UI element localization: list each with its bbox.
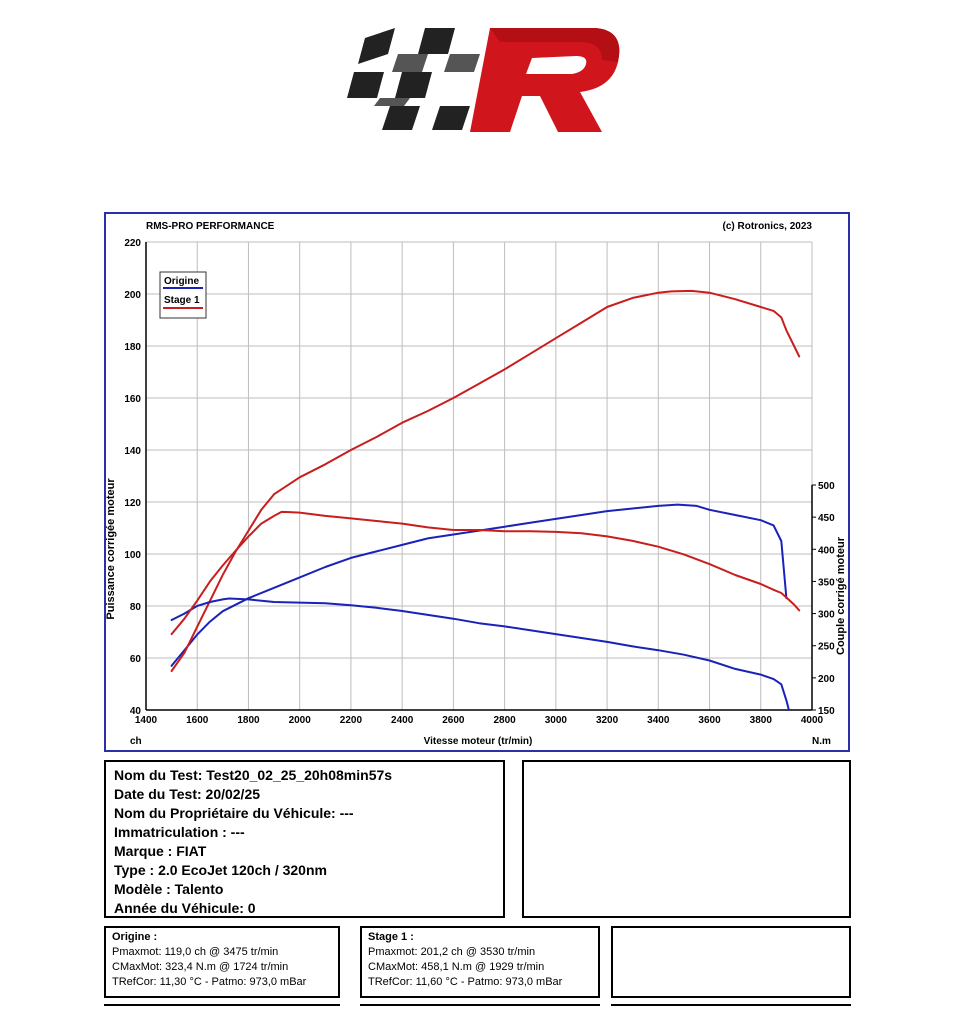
stage1-power-curve [170, 289, 801, 672]
y-left-tick-label: 220 [124, 238, 141, 249]
x-tick-label: 3600 [698, 715, 721, 726]
x-tick-label: 1600 [186, 715, 209, 726]
summary-origine-tref: TRefCor: 11,30 °C - Patmo: 973,0 mBar [112, 976, 307, 988]
vehicle-year: Année du Véhicule: 0 [114, 900, 256, 916]
test-info-panel: Nom du Test: Test20_02_25_20h08min57s Da… [104, 760, 505, 918]
unit-left: ch [130, 736, 142, 747]
footer-rule-2 [360, 1004, 600, 1006]
x-tick-label: 3200 [596, 715, 619, 726]
summary-stage1-tref: TRefCor: 11,60 °C - Patmo: 973,0 mBar [368, 976, 563, 988]
x-axis-label: Vitesse moteur (tr/min) [424, 736, 533, 747]
y-left-tick-label: 140 [124, 446, 141, 457]
test-date: Date du Test: 20/02/25 [114, 786, 261, 802]
summary-stage1-pmax: Pmaxmot: 201,2 ch @ 3530 tr/min [368, 946, 536, 958]
racing-r-logo [347, 28, 620, 132]
origine-power-curve [170, 503, 788, 667]
x-tick-label: 2600 [442, 715, 465, 726]
summary-stage1-cmax: CMaxMot: 458,1 N.m @ 1929 tr/min [368, 961, 545, 973]
x-tick-label: 2000 [289, 715, 312, 726]
x-tick-label: 2200 [340, 715, 363, 726]
y-left-tick-label: 60 [130, 654, 142, 665]
x-tick-label: 3000 [545, 715, 568, 726]
summary-stage1: Stage 1 : Pmaxmot: 201,2 ch @ 3530 tr/mi… [360, 926, 600, 998]
summary-stage1-heading: Stage 1 : [368, 931, 414, 943]
x-tick-label: 3400 [647, 715, 670, 726]
stage1-torque-curve [170, 510, 801, 636]
x-tick-label: 3800 [750, 715, 773, 726]
y-left-tick-label: 160 [124, 394, 141, 405]
x-tick-label: 2400 [391, 715, 414, 726]
y-right-tick-label: 300 [818, 610, 835, 621]
summary-origine-cmax: CMaxMot: 323,4 N.m @ 1724 tr/min [112, 961, 289, 973]
y-right-tick-label: 350 [818, 577, 835, 588]
x-tick-label: 1800 [237, 715, 260, 726]
footer-rule-1 [104, 1004, 340, 1006]
y-right-tick-label: 450 [818, 513, 835, 524]
y-left-tick-label: 40 [130, 706, 142, 717]
footer-rule-3 [611, 1004, 851, 1006]
y-right-tick-label: 250 [818, 642, 835, 653]
chart-legend: Origine Stage 1 [159, 271, 207, 319]
summary-origine-heading: Origine : [112, 931, 158, 943]
blank-summary-panel [611, 926, 851, 998]
y-right-tick-label: 150 [818, 706, 835, 717]
vehicle-model: Modèle : Talento [114, 881, 224, 897]
test-name: Nom du Test: Test20_02_25_20h08min57s [114, 767, 393, 783]
notes-panel [522, 760, 851, 918]
legend-label-stage1: Stage 1 [164, 295, 200, 306]
chart-title-right: (c) Rotronics, 2023 [723, 221, 813, 232]
y-left-tick-label: 120 [124, 498, 141, 509]
y-left-tick-label: 100 [124, 550, 141, 561]
y-right-tick-label: 500 [818, 481, 835, 492]
x-tick-label: 4000 [801, 715, 824, 726]
chart-title-left: RMS-PRO PERFORMANCE [146, 221, 275, 232]
chart-frame [104, 212, 850, 752]
y-axis-left-label: Puissance corrigée moteur [105, 478, 117, 620]
vehicle-make: Marque : FIAT [114, 843, 207, 859]
dyno-chart: 1400 1600 1800 2000 2200 2400 2600 2800 3000 3200… [105, 221, 847, 747]
y-axis-right-label: Couple corrigé moteur [835, 536, 847, 655]
y-left-tick-label: 200 [124, 290, 141, 301]
summary-origine-pmax: Pmaxmot: 119,0 ch @ 3475 tr/min [112, 946, 279, 958]
summary-origine: Origine : Pmaxmot: 119,0 ch @ 3475 tr/mi… [104, 926, 340, 998]
origine-torque-curve [170, 597, 790, 711]
vehicle-type: Type : 2.0 EcoJet 120ch / 320nm [114, 862, 327, 878]
owner-name: Nom du Propriétaire du Véhicule: --- [114, 805, 354, 821]
x-tick-label: 1400 [135, 715, 158, 726]
y-left-tick-label: 180 [124, 342, 141, 353]
registration: Immatriculation : --- [114, 824, 245, 840]
y-right-tick-label: 400 [818, 545, 835, 556]
y-left-tick-label: 80 [130, 602, 142, 613]
unit-right: N.m [812, 736, 831, 747]
x-tick-label: 2800 [493, 715, 516, 726]
y-right-tick-label: 200 [818, 674, 835, 685]
legend-label-origine: Origine [164, 276, 199, 287]
